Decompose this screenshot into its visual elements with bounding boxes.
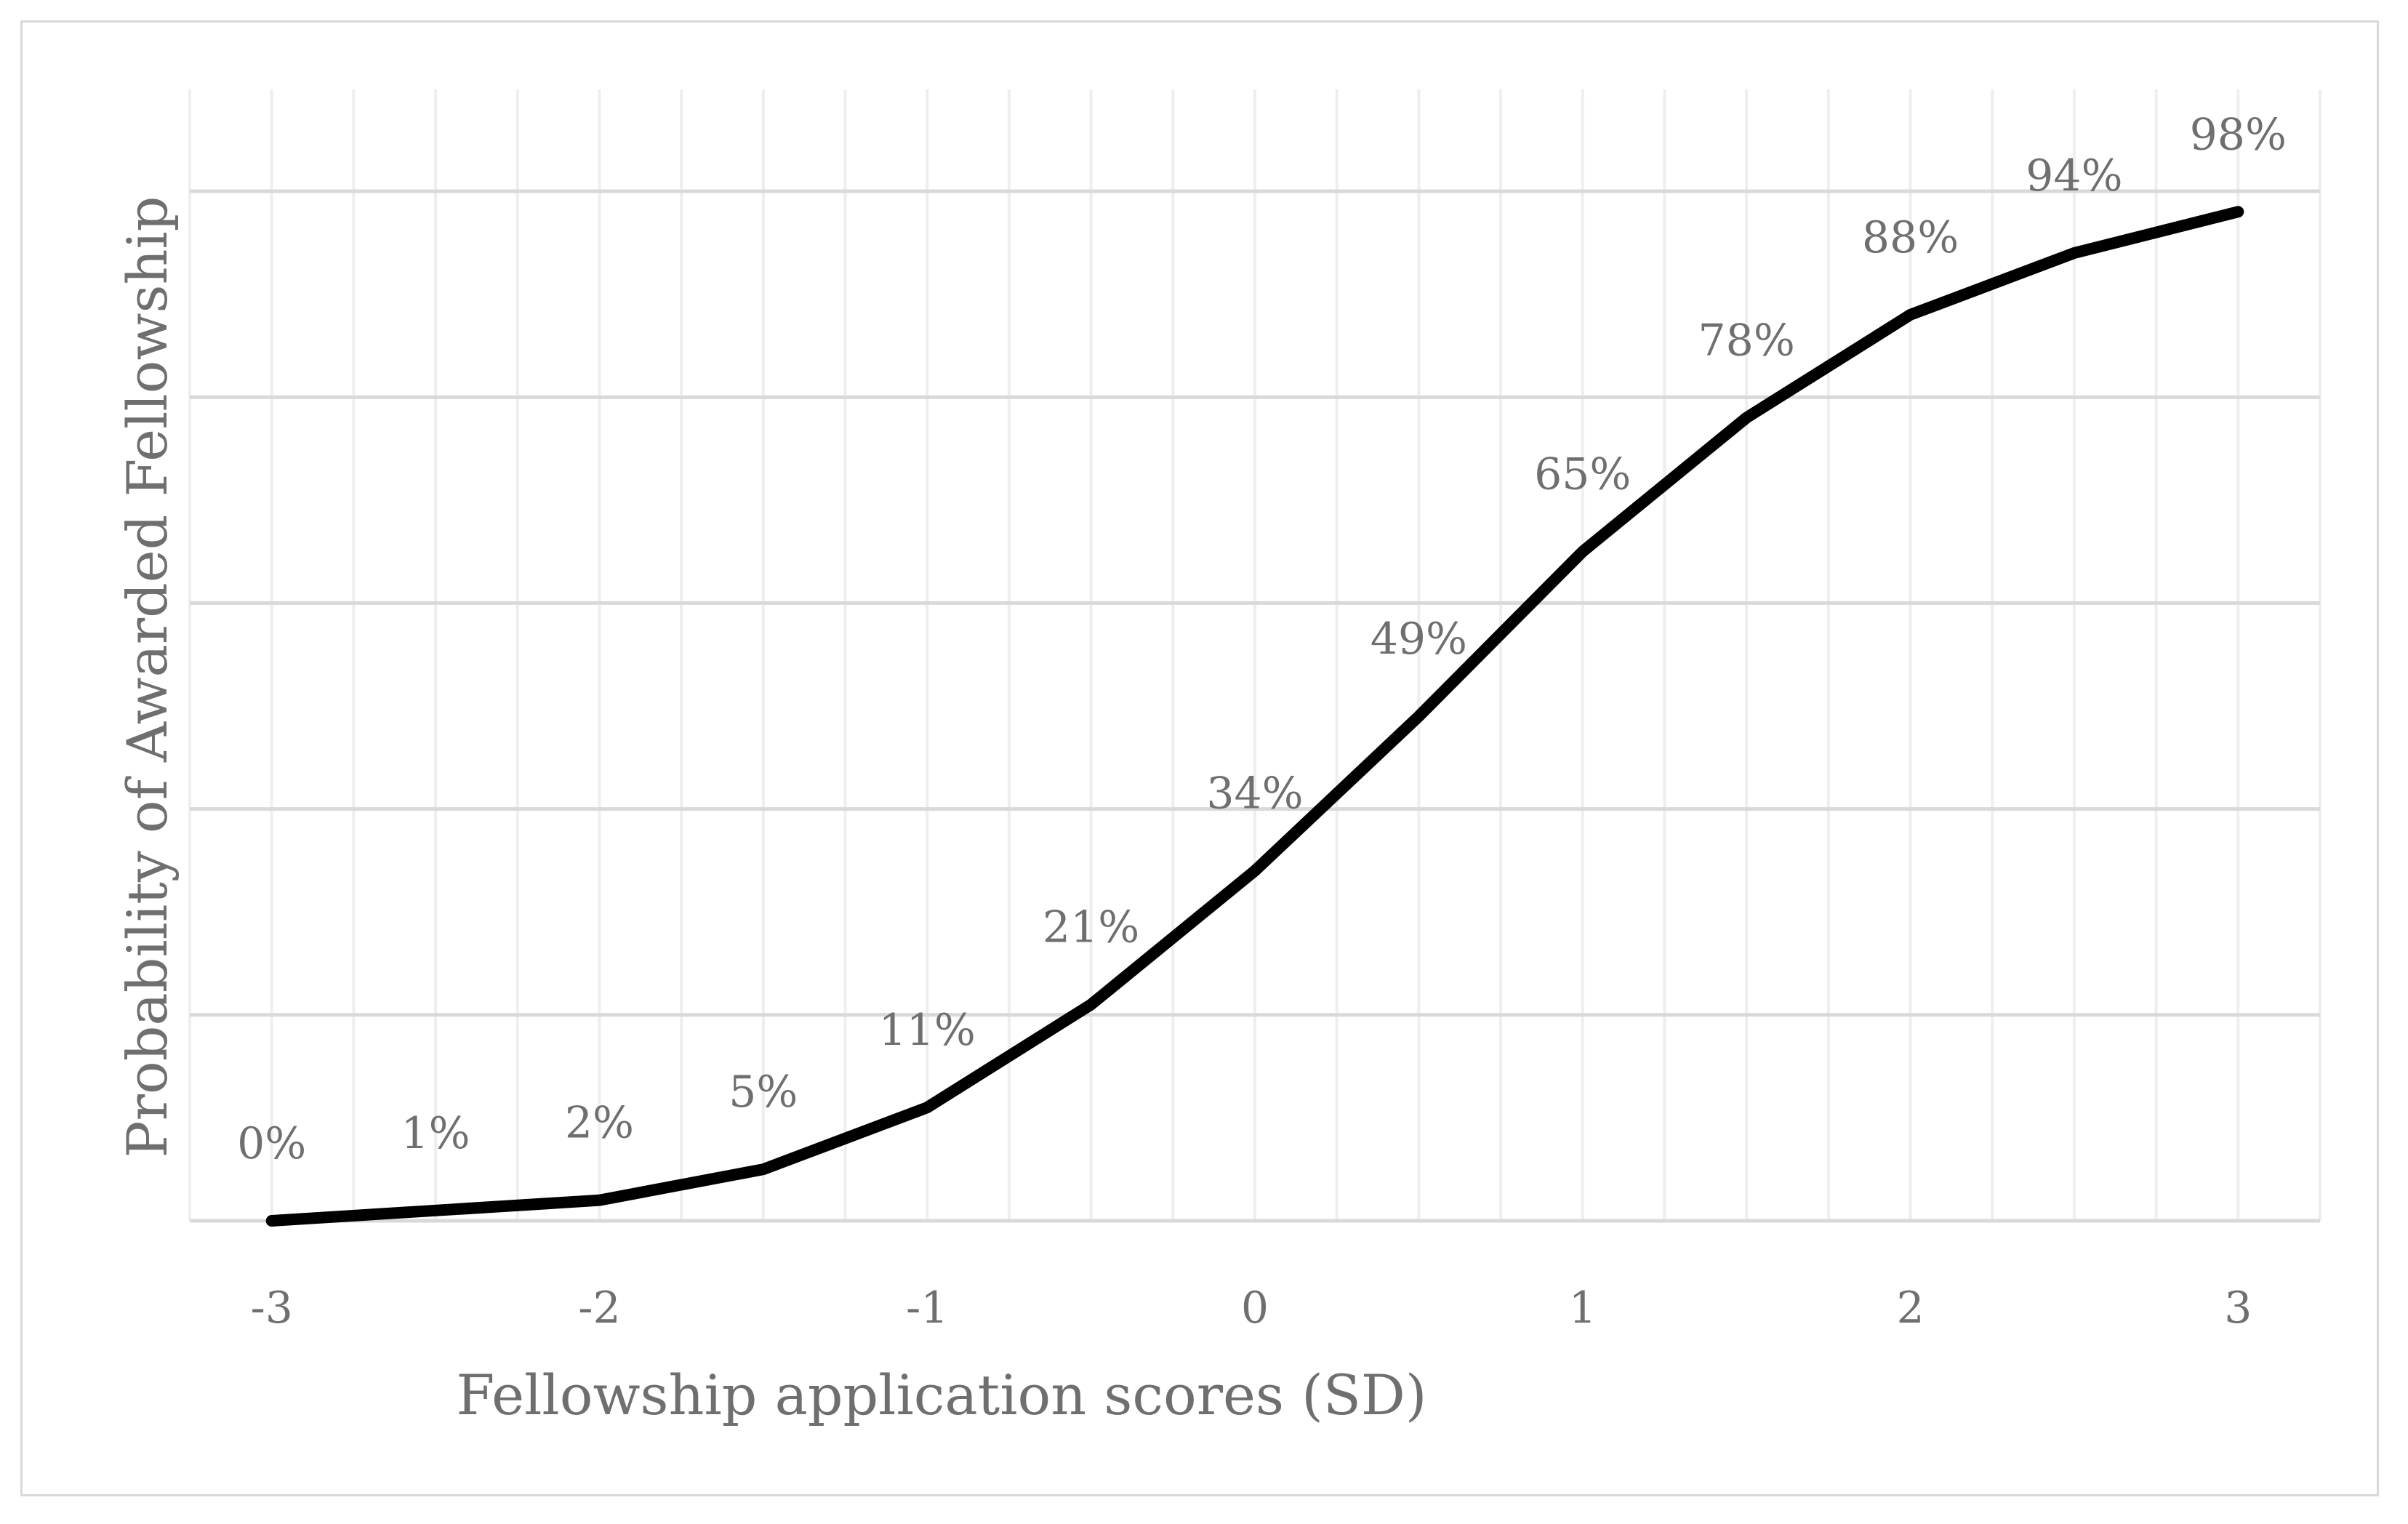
- data-label: 94%: [2026, 151, 2122, 201]
- x-tick-label: 1: [1569, 1283, 1597, 1334]
- x-axis-title: Fellowship application scores (SD): [457, 1363, 1427, 1427]
- series: [265, 206, 2244, 1227]
- data-label: 0%: [237, 1118, 306, 1169]
- data-label: 78%: [1698, 316, 1794, 366]
- x-tick-label: 0: [1241, 1283, 1269, 1334]
- line-chart: -3 -2 -1 0 1 2 3 0% 1% 2% 5% 11% 21% 34% 49% 65% 78% 88%…: [115, 89, 2321, 1427]
- gridlines: [188, 89, 2321, 1221]
- x-tick-label: -1: [906, 1283, 948, 1334]
- data-label: 49%: [1370, 614, 1467, 665]
- y-axis-title: Probability of Awarded Fellowship: [115, 196, 180, 1158]
- data-label: 5%: [729, 1067, 798, 1118]
- x-tick-label: -2: [578, 1283, 620, 1334]
- x-tick-label: 3: [2224, 1283, 2252, 1334]
- x-axis: -3 -2 -1 0 1 2 3: [190, 1219, 2320, 1334]
- series-line: [265, 206, 2244, 1227]
- data-label: 11%: [879, 1005, 976, 1056]
- data-labels: 0% 1% 2% 5% 11% 21% 34% 49% 65% 78% 88% 94% 98%: [237, 109, 2287, 1169]
- x-tick-label: 2: [1896, 1283, 1924, 1334]
- data-label: 88%: [1862, 212, 1959, 263]
- data-label: 34%: [1206, 769, 1303, 819]
- data-label: 98%: [2190, 109, 2287, 160]
- chart-frame: -3 -2 -1 0 1 2 3 0% 1% 2% 5% 11% 21% 34% 49% 65% 78% 88%…: [20, 20, 2379, 1496]
- data-label: 1%: [401, 1108, 470, 1159]
- x-tick-label: -3: [250, 1283, 292, 1334]
- data-label: 21%: [1043, 902, 1139, 953]
- data-label: 2%: [565, 1098, 634, 1149]
- data-label: 65%: [1534, 449, 1631, 500]
